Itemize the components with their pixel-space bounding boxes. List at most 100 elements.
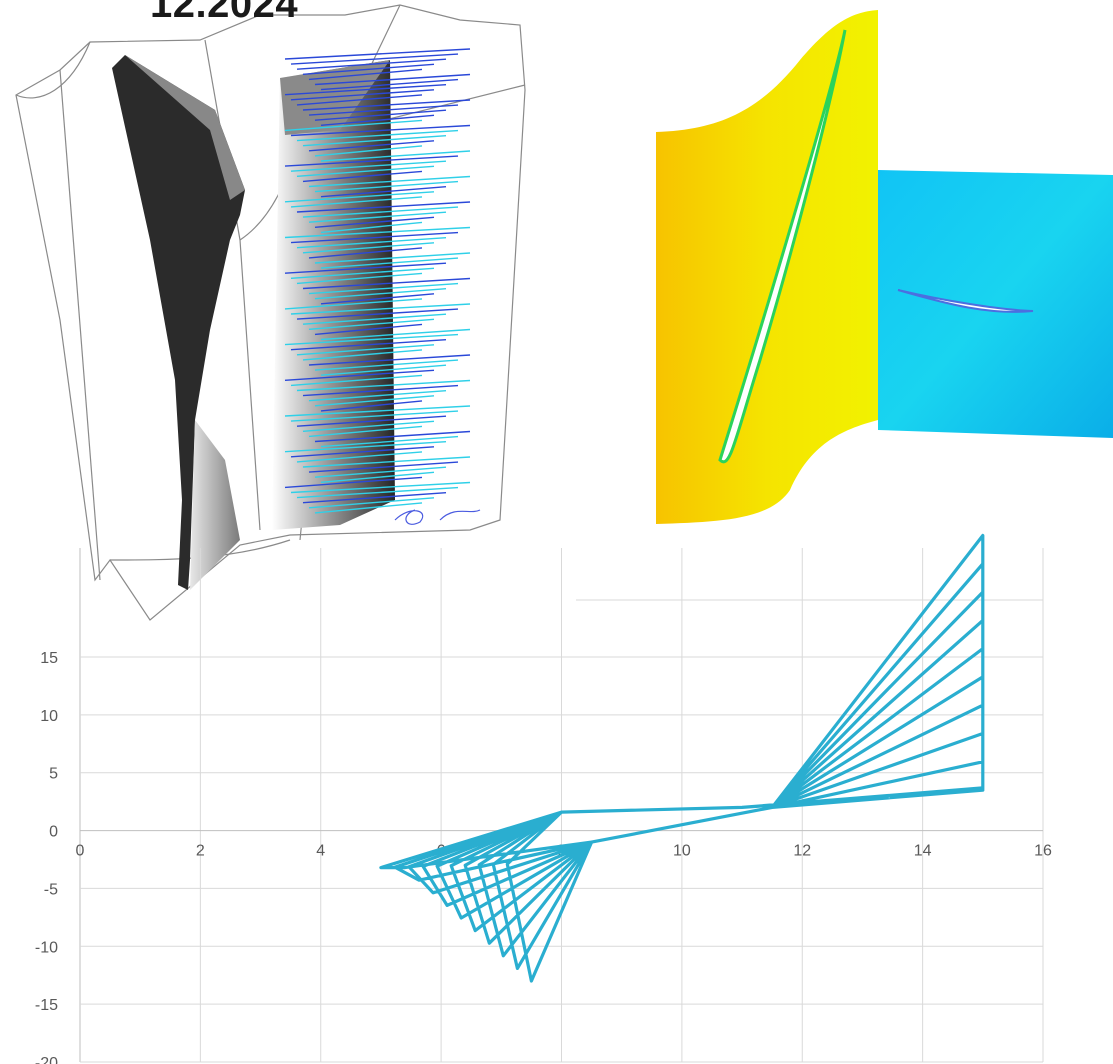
streamline [308,425,423,438]
streamline [284,369,435,381]
streamline [302,242,435,254]
streamline [308,211,447,223]
streamline [296,486,459,499]
streamline [314,466,447,478]
streamline [296,379,471,392]
streamline [320,114,435,126]
gray-blade [272,60,395,530]
streamline [314,216,435,228]
y-tick-label: 5 [49,766,58,783]
streamline [320,435,459,448]
streamline [302,384,459,397]
streamline [296,58,447,70]
streamline [314,252,471,264]
streamline [314,502,423,514]
streamline [290,374,423,387]
date-label: 12.2024 [150,0,299,26]
rotor-blade-cutout [897,289,1034,313]
y-tick-label: 10 [40,708,58,725]
x-tick-label: 16 [1034,843,1052,860]
x-tick-label: 2 [196,843,205,860]
streamline [320,186,447,198]
x-tick-label: 4 [316,843,325,860]
streamline [314,430,471,443]
streamline [284,119,423,132]
streamline [302,456,471,468]
x-tick-label: 14 [914,843,932,860]
streamlines [284,48,471,514]
streamline [284,405,471,417]
streamline [290,160,447,172]
streamline [320,150,471,162]
streamline [284,48,471,60]
streamline [302,420,435,432]
domain-wireframe [15,4,526,621]
streamline [296,344,435,356]
streamline [290,303,471,315]
streamline [320,328,471,341]
streamline [290,124,471,137]
streamline [308,104,459,116]
dark-blade [112,55,245,590]
streamline [314,73,471,86]
streamline [308,497,435,509]
streamline [284,298,423,310]
streamline [296,129,459,142]
streamline [284,191,435,203]
streamline [314,395,435,407]
streamline [314,359,459,371]
streamline [308,318,435,330]
x-tick-label: 10 [673,843,691,860]
streamline [308,461,459,473]
streamline [290,53,459,65]
streamline [290,89,435,101]
streamline [308,175,471,188]
streamline [320,364,447,376]
streamline [320,78,459,91]
streamline [308,68,423,81]
streamline [290,481,471,494]
streamline [284,476,423,489]
streamline [308,354,471,366]
streamline [302,206,459,218]
streamline [296,451,423,463]
streamline [284,226,471,239]
stator-blade-cutout [718,29,847,464]
streamline [308,247,423,259]
y-tick-label: -20 [35,1055,58,1064]
streamline [320,257,459,269]
y-tick-label: -5 [44,881,58,898]
x-tick-label: 0 [76,843,85,860]
streamline [290,231,459,244]
y-tick-label: 0 [49,824,58,841]
streamline [302,313,447,325]
streamline [302,492,447,504]
rotor-contour [878,170,1113,438]
streamline [290,196,423,208]
streamline [314,323,423,336]
streamline [296,415,447,427]
streamline [296,237,447,249]
x-tick-label: 12 [793,843,811,860]
streamline [302,349,423,361]
streamline [302,135,447,147]
streamline [308,282,459,295]
streamline [308,140,435,152]
streamline [296,272,423,285]
streamline [296,308,459,320]
y-tick-label: -15 [35,997,58,1014]
streamline [320,471,435,483]
streamline [314,109,447,121]
streamline [320,221,423,234]
streamline [284,333,459,346]
chart-top-mask [576,548,1113,600]
streamline [302,99,471,111]
streamline [320,293,435,305]
streamline [296,165,435,177]
streamline [284,441,447,453]
streamline [284,262,447,274]
streamline [314,180,459,193]
